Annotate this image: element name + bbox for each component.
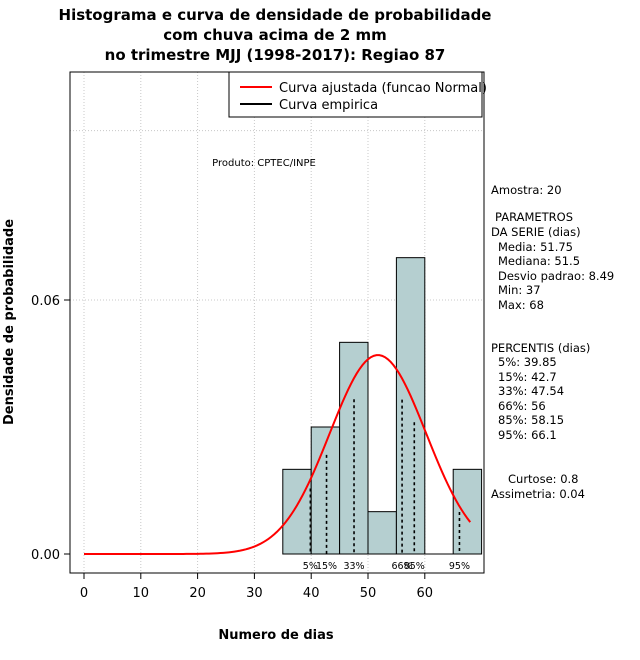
stat-p95: 95%: 66.1 — [498, 428, 557, 442]
stat-mediana: Mediana: 51.5 — [498, 254, 581, 268]
legend-label: Curva empirica — [279, 98, 378, 113]
stat-max: Max: 68 — [498, 298, 544, 312]
chart-title-line-3: no trimestre MJJ (1998-2017): Regiao 87 — [104, 46, 446, 64]
stat-p15: 15%: 42.7 — [498, 370, 557, 384]
x-tick-label: 60 — [417, 586, 434, 601]
legend-label: Curva ajustada (funcao Normal) — [279, 81, 487, 96]
y-tick-label: 0.06 — [31, 294, 60, 309]
stat-media: Media: 51.75 — [498, 240, 573, 254]
legend-box — [228, 71, 483, 118]
stat-p66: 66%: 56 — [498, 399, 546, 413]
stat-p85: 85%: 58.15 — [498, 413, 565, 427]
percentile-label: 85% — [404, 561, 425, 572]
percentile-label: 15% — [316, 561, 337, 572]
stat-parametros-subtitle: DA SERIE (dias) — [491, 225, 581, 239]
y-tick-label: 0.00 — [31, 548, 60, 563]
stat-assimetria: Assimetria: 0.04 — [491, 487, 585, 501]
stat-parametros-title: PARAMETROS — [495, 210, 574, 224]
stat-desvio-padrao: Desvio padrao: 8.49 — [498, 269, 615, 283]
stat-curtose: Curtose: 0.8 — [508, 472, 579, 486]
normal-density-curve — [84, 354, 472, 555]
stat-percentis-title: PERCENTIS (dias) — [491, 341, 591, 355]
x-tick-label: 0 — [80, 586, 88, 601]
chart-title-line-1: Histograma e curva de densidade de proba… — [58, 6, 492, 24]
stat-min: Min: 37 — [498, 283, 541, 297]
x-tick-label: 10 — [133, 586, 150, 601]
stat-amostra: Amostra: 20 — [491, 183, 562, 197]
stat-p33: 33%: 47.54 — [498, 384, 565, 398]
percentile-label: 5% — [303, 561, 318, 572]
x-tick-label: 20 — [189, 586, 206, 601]
stat-p5: 5%: 39.85 — [498, 355, 557, 369]
x-tick-label: 50 — [360, 586, 377, 601]
histogram-bar — [367, 511, 397, 555]
y-axis-label: Densidade de probabilidade — [2, 219, 17, 425]
x-tick-label: 30 — [246, 586, 263, 601]
histogram-bar — [452, 468, 483, 555]
product-annotation: Produto: CPTEC/INPE — [212, 158, 316, 169]
histogram-bar — [282, 468, 312, 555]
percentile-label: 33% — [343, 561, 364, 572]
x-axis-label: Numero de dias — [218, 628, 334, 643]
chart-title-line-2: com chuva acima de 2 mm — [163, 26, 387, 44]
x-tick-label: 40 — [303, 586, 320, 601]
percentile-label: 95% — [449, 561, 470, 572]
percentile-label: 66% — [392, 561, 413, 572]
histogram-bar — [395, 257, 426, 555]
